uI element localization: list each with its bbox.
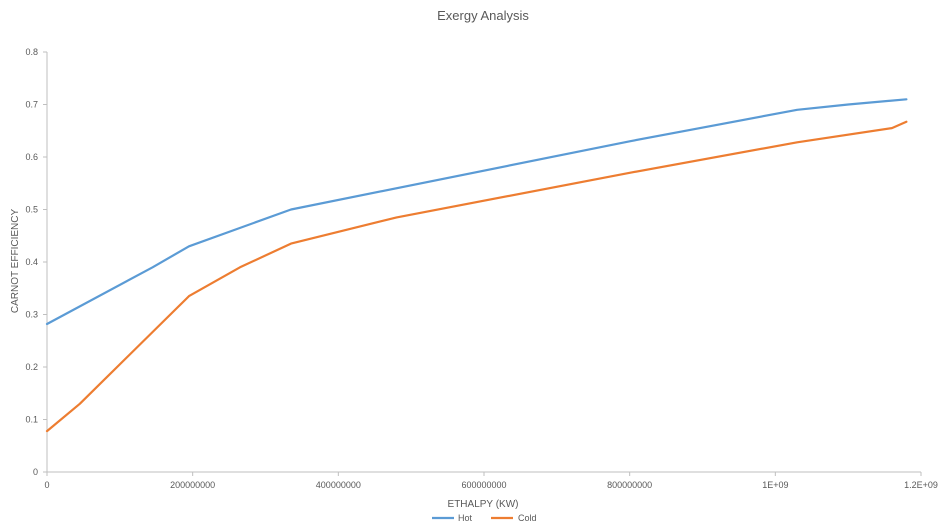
x-tick-label: 400000000 bbox=[316, 480, 361, 490]
series-line-hot bbox=[45, 98, 908, 326]
x-axis-title: ETHALPY (KW) bbox=[448, 499, 519, 510]
y-tick-label: 0.4 bbox=[25, 257, 38, 267]
y-tick-label: 0.3 bbox=[25, 310, 38, 320]
y-tick-label: 0.6 bbox=[25, 152, 38, 162]
y-axis-title: CARNOT EFFICIENCY bbox=[10, 209, 21, 314]
chart-title: Exergy Analysis bbox=[437, 8, 529, 23]
legend-label-hot: Hot bbox=[458, 513, 473, 523]
y-tick-label: 0.2 bbox=[25, 362, 38, 372]
legend: Hot Cold bbox=[432, 513, 537, 523]
y-tick-label: 0 bbox=[33, 467, 38, 477]
x-tick-label: 1E+09 bbox=[762, 480, 788, 490]
x-tick-label: 1.2E+09 bbox=[904, 480, 938, 490]
y-tick-label: 0.7 bbox=[25, 100, 38, 110]
legend-label-cold: Cold bbox=[518, 513, 537, 523]
x-tick-label: 800000000 bbox=[607, 480, 652, 490]
x-tick-label: 200000000 bbox=[170, 480, 215, 490]
series-line-cold bbox=[45, 120, 908, 433]
x-tick-label: 600000000 bbox=[461, 480, 506, 490]
y-tick-label: 0.5 bbox=[25, 205, 38, 215]
x-tick-label: 0 bbox=[44, 480, 49, 490]
plot-area: 0 0.1 0.2 0.3 0.4 0.5 0.6 0.7 0.8 0 200000000 40000… bbox=[25, 47, 937, 490]
y-tick-label: 0.1 bbox=[25, 415, 38, 425]
y-tick-label: 0.8 bbox=[25, 47, 38, 57]
